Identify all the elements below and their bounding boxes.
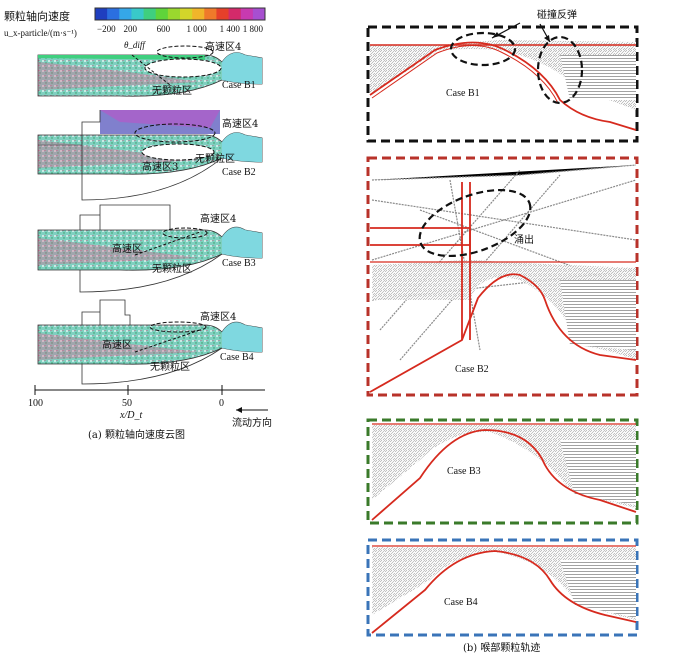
trajectory-case-b4: Case B4	[366, 538, 639, 637]
case-b3-label: Case B3	[222, 258, 256, 269]
colorbar-swatch	[131, 8, 145, 20]
contour-case-b2: 高速区4 无颗粒区 高速区3 Case B2	[37, 110, 263, 201]
colorbar-ticks: −200 200 600 1 000 1 400 1 800	[97, 24, 264, 34]
b2-high-speed-3-label: 高速区3	[142, 160, 178, 173]
b3-high-speed-zone: 高速区	[112, 242, 142, 255]
theta-diff-label: θ_diff	[124, 40, 146, 50]
colorbar-swatch	[180, 8, 193, 20]
colorbar-tick-label: 1 400	[220, 24, 241, 34]
colorbar-swatch	[204, 8, 217, 20]
colorbar	[94, 7, 266, 21]
colorbar-swatch	[240, 8, 254, 20]
contour-case-b3: 高速区4 高速区 无颗粒区 Case B3	[37, 204, 263, 293]
trajectory-panels: 碰撞反弹 Case B1 涌出 Case B2 Case B3	[366, 8, 639, 654]
contour-case-b1: θ_diff 高速区4 无颗粒区 Case B1	[37, 40, 263, 97]
contour-case-b4: 高速区4 高速区 无颗粒区 Case B4	[37, 299, 263, 385]
b3-high-speed-label: 高速区4	[200, 212, 236, 225]
trajectory-case-b2: 涌出 Case B2	[366, 156, 639, 397]
colorbar-tick-label: 600	[157, 24, 171, 34]
colorbar-border	[94, 7, 266, 21]
case-b1-label: Case B1	[222, 80, 256, 91]
b3-no-particle-label: 无颗粒区	[152, 262, 192, 275]
left-caption: (a) 颗粒轴向速度云图	[88, 428, 185, 441]
b4-high-speed-label: 高速区4	[200, 310, 236, 323]
x-tick-0: 0	[219, 398, 224, 409]
b2-no-particle-label: 无颗粒区	[195, 152, 235, 165]
colorbar-swatch	[192, 8, 205, 20]
flow-direction-label: 流动方向	[232, 416, 272, 429]
trajectory-case-b1: 碰撞反弹 Case B1	[366, 8, 639, 143]
velocity-contour-plots: θ_diff 高速区4 无颗粒区 Case B1 高速区4 无颗粒区 高速区3 …	[37, 40, 263, 385]
colorbar-swatch	[228, 8, 242, 20]
case-b1-trajectory-label: Case B1	[446, 88, 480, 99]
x-tick-100: 100	[28, 398, 43, 409]
x-tick-50: 50	[122, 398, 132, 409]
colorbar-swatch	[107, 8, 120, 20]
gush-out-label: 涌出	[514, 233, 534, 246]
colorbar-swatch	[216, 8, 230, 20]
case-b4-trajectory-label: Case B4	[444, 597, 478, 608]
colorbar-swatch	[167, 8, 181, 20]
right-caption: (b) 喉部颗粒轨迹	[463, 641, 540, 654]
colorbar-swatch	[252, 8, 266, 20]
case-b2-trajectory-label: Case B2	[455, 364, 489, 375]
case-b2-label: Case B2	[222, 167, 256, 178]
b4-no-particle-label: 无颗粒区	[150, 360, 190, 373]
b4-high-speed-zone: 高速区	[102, 338, 132, 351]
colorbar-swatch	[155, 8, 169, 20]
case-b3-trajectory-label: Case B3	[447, 466, 481, 477]
x-axis: 100 50 0 x/D_t 流动方向 (a) 颗粒轴向速度云图	[28, 385, 272, 441]
colorbar-swatch	[95, 8, 108, 20]
colorbar-tick-label: 1 000	[186, 24, 207, 34]
trajectory-case-b3: Case B3	[366, 418, 639, 525]
colorbar-tick-label: −200	[97, 24, 116, 34]
colorbar-tick-label: 200	[123, 24, 137, 34]
b1-high-speed-label: 高速区4	[205, 40, 241, 53]
colorbar-swatch	[143, 8, 157, 20]
colorbar-title: 颗粒轴向速度	[4, 9, 70, 23]
colorbar-swatch	[119, 8, 132, 20]
b1-no-particle-label: 无颗粒区	[152, 84, 192, 97]
colorbar-tick-label: 1 800	[243, 24, 264, 34]
x-axis-label: x/D_t	[119, 410, 142, 421]
colorbar-unit-label: u_x-particle/(m·s⁻¹)	[4, 28, 77, 38]
case-b4-label: Case B4	[220, 352, 254, 363]
b2-high-speed-label: 高速区4	[222, 117, 258, 130]
collision-rebound-label: 碰撞反弹	[537, 8, 577, 21]
